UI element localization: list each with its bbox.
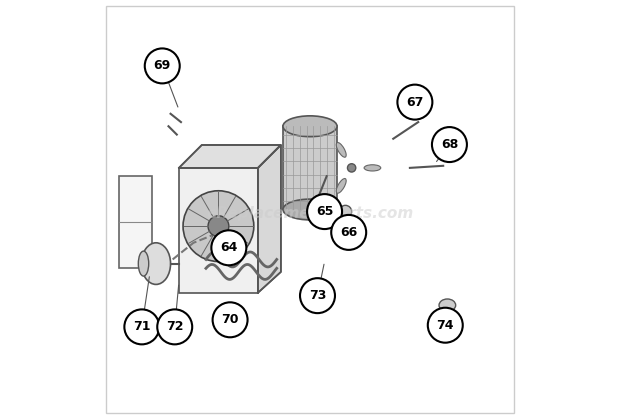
- Text: 71: 71: [133, 321, 151, 334]
- Ellipse shape: [336, 178, 346, 193]
- Text: 68: 68: [441, 138, 458, 151]
- Text: 64: 64: [220, 241, 237, 254]
- FancyBboxPatch shape: [179, 168, 258, 293]
- Circle shape: [144, 49, 180, 83]
- Ellipse shape: [283, 199, 337, 220]
- Text: 74: 74: [436, 319, 454, 332]
- Polygon shape: [179, 145, 281, 168]
- FancyBboxPatch shape: [118, 176, 152, 268]
- FancyBboxPatch shape: [283, 126, 337, 210]
- Circle shape: [331, 215, 366, 250]
- Circle shape: [339, 205, 352, 218]
- Circle shape: [157, 309, 192, 344]
- Text: 67: 67: [406, 96, 423, 109]
- Circle shape: [213, 303, 247, 337]
- Circle shape: [397, 85, 432, 119]
- Circle shape: [211, 230, 246, 265]
- Circle shape: [432, 127, 467, 162]
- Ellipse shape: [439, 299, 456, 311]
- Text: 66: 66: [340, 226, 357, 239]
- Circle shape: [300, 278, 335, 313]
- Circle shape: [208, 216, 229, 237]
- Circle shape: [183, 191, 254, 261]
- Ellipse shape: [364, 165, 381, 171]
- Ellipse shape: [283, 116, 337, 137]
- Text: eReplacementParts.com: eReplacementParts.com: [206, 206, 414, 221]
- Text: 69: 69: [154, 59, 171, 72]
- Text: 72: 72: [166, 321, 184, 334]
- Text: 73: 73: [309, 289, 326, 302]
- Text: 65: 65: [316, 205, 334, 218]
- Circle shape: [347, 164, 356, 172]
- Polygon shape: [258, 145, 281, 293]
- Ellipse shape: [138, 251, 149, 276]
- Circle shape: [307, 194, 342, 229]
- Ellipse shape: [336, 142, 346, 157]
- Text: 70: 70: [221, 313, 239, 326]
- Ellipse shape: [141, 243, 171, 285]
- Circle shape: [428, 308, 463, 343]
- Circle shape: [125, 309, 159, 344]
